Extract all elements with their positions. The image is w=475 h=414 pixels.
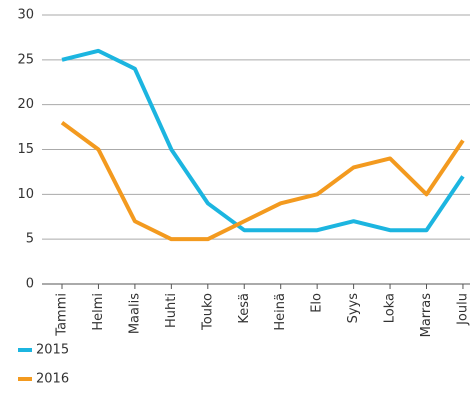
x-tick-label: Tammi [55, 293, 70, 337]
legend-swatch [18, 348, 32, 352]
x-tick-label: Heinä [273, 293, 288, 331]
line-series [61, 48, 465, 233]
x-tick-label: Loka [383, 293, 398, 323]
x-tick-label: Helmi [91, 293, 106, 331]
y-tick-label: 30 [17, 8, 34, 23]
x-tick-label: Syys [346, 293, 361, 324]
x-tick-label: Kesä [237, 293, 252, 324]
legend-label: 2016 [36, 372, 69, 387]
x-tick-label: Huhti [164, 293, 179, 328]
y-tick-label: 0 [26, 277, 34, 292]
x-tick-label: Elo [310, 293, 325, 313]
x-tick-label: Joulu [455, 293, 470, 326]
y-tick-label: 10 [17, 187, 34, 202]
y-tick-label: 15 [17, 142, 34, 157]
x-tick-label: Marras [419, 293, 434, 338]
x-tick-label: Touko [200, 293, 215, 331]
y-tick-label: 5 [26, 232, 34, 247]
line-series [60, 120, 465, 242]
y-tick-label: 20 [17, 97, 34, 112]
legend-label: 2015 [36, 343, 69, 358]
legend-swatch [18, 377, 32, 381]
y-tick-label: 25 [17, 52, 34, 67]
x-tick-label: Maalis [127, 293, 142, 334]
